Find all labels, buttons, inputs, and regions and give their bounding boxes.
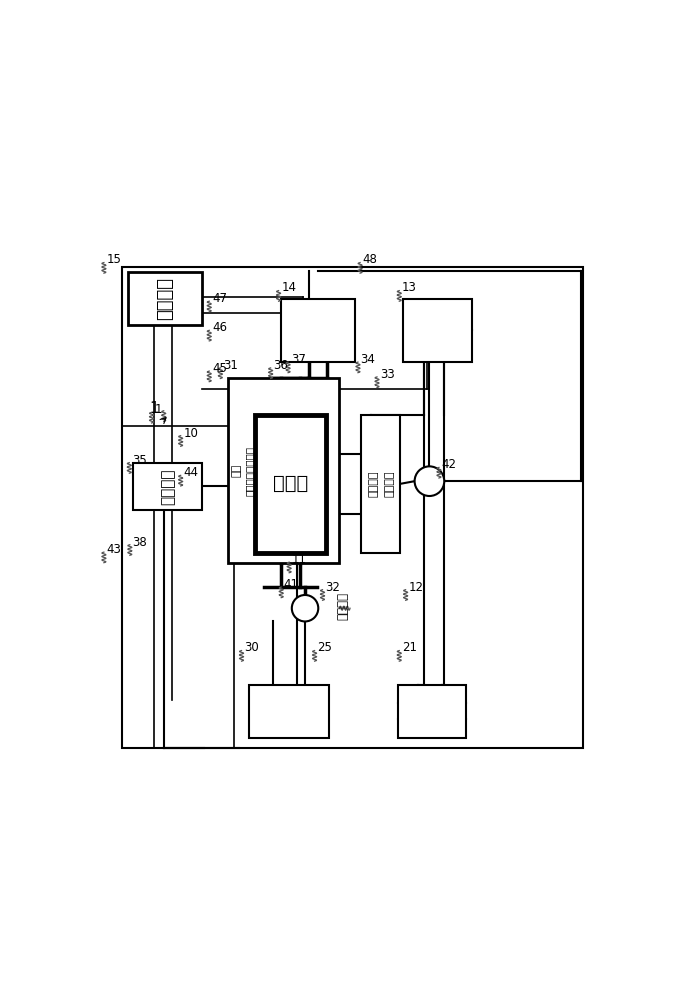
Text: 13: 13 <box>402 281 417 294</box>
Text: 30: 30 <box>245 641 259 654</box>
Text: 10: 10 <box>183 427 198 440</box>
Text: 等离子体反应容器: 等离子体反应容器 <box>245 446 255 496</box>
Text: 15: 15 <box>107 253 122 266</box>
Text: 48: 48 <box>363 253 378 266</box>
Text: 25: 25 <box>317 641 332 654</box>
Bar <box>228 378 339 563</box>
Bar <box>361 415 400 553</box>
Text: 46: 46 <box>212 321 227 334</box>
Text: 12: 12 <box>408 581 423 594</box>
Text: 32: 32 <box>325 581 340 594</box>
Text: 电极: 电极 <box>232 464 241 477</box>
Bar <box>255 415 326 553</box>
Text: 1: 1 <box>154 403 162 416</box>
Circle shape <box>292 595 318 621</box>
Bar <box>128 272 202 325</box>
Text: 高压电源: 高压电源 <box>160 468 175 505</box>
Bar <box>122 267 583 748</box>
Text: 38: 38 <box>133 536 148 549</box>
Text: 41: 41 <box>284 578 299 591</box>
Text: 控制单元: 控制单元 <box>156 277 173 320</box>
Text: 14: 14 <box>281 281 296 294</box>
Bar <box>133 463 202 510</box>
Bar <box>281 299 355 362</box>
Text: 氢分离膜: 氢分离膜 <box>369 471 379 497</box>
Bar <box>249 685 329 738</box>
Text: 11: 11 <box>292 553 307 566</box>
Text: 吸附剂: 吸附剂 <box>273 474 308 493</box>
Circle shape <box>415 466 444 496</box>
Text: 35: 35 <box>132 454 147 467</box>
Text: 43: 43 <box>107 543 122 556</box>
Text: 36: 36 <box>273 359 288 372</box>
Text: 33: 33 <box>380 368 394 381</box>
Bar <box>122 426 234 748</box>
Bar <box>398 685 466 738</box>
Text: 47: 47 <box>212 292 227 305</box>
Text: 44: 44 <box>183 466 198 479</box>
Text: 放电空间: 放电空间 <box>337 592 350 620</box>
Text: 21: 21 <box>402 641 417 654</box>
Text: 氢流路径: 氢流路径 <box>385 471 394 497</box>
Bar <box>403 299 472 362</box>
Text: 31: 31 <box>223 359 238 372</box>
Text: 45: 45 <box>212 362 227 375</box>
Text: 34: 34 <box>361 353 376 366</box>
Text: 1: 1 <box>150 401 159 416</box>
Text: 37: 37 <box>291 353 305 366</box>
Text: 42: 42 <box>442 458 457 471</box>
